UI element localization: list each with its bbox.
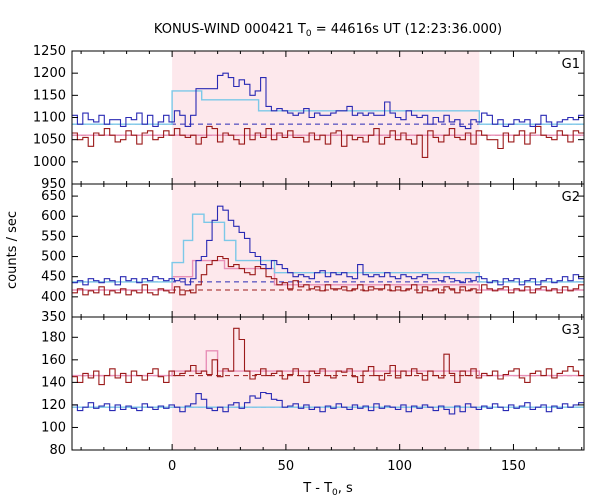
x-axis-label-rest: , s (338, 481, 353, 496)
y-tick-label: 1000 (33, 155, 66, 170)
panel-label: G3 (562, 323, 580, 338)
y-tick-label: 600 (41, 209, 66, 224)
x-axis-label-main: T - T (302, 481, 332, 496)
chart-title: KONUS-WIND 000421 T0 = 44616s UT (12:23:… (154, 22, 502, 39)
y-tick-label: 650 (41, 189, 66, 204)
y-tick-label: 550 (41, 229, 66, 244)
panel-frame (71, 316, 585, 451)
y-tick-label: 950 (41, 177, 66, 192)
chart-title-rest: = 44616s UT (12:23:36.000) (312, 22, 502, 37)
panel-g1: 950 1000 1050 1100 1150 1200 1250 G1 (33, 44, 585, 192)
series-blue (72, 391, 584, 415)
x-tick-label: 150 (501, 459, 526, 474)
panel-series (72, 205, 584, 296)
x-axis-label: T - T0, s (302, 481, 353, 498)
y-tick-label: 1200 (33, 66, 66, 81)
y-tick-label: 500 (41, 250, 66, 265)
y-tick-label: 1050 (33, 133, 66, 148)
y-tick-label: 1250 (33, 44, 66, 59)
x-tick-label: 50 (278, 459, 295, 474)
y-tick-label: 180 (41, 330, 66, 345)
y-tick-label: 1150 (33, 88, 66, 103)
series-red (72, 125, 584, 158)
y-tick-label: 160 (41, 353, 66, 368)
plot-area: 950100010501100115012001250G135040045050… (33, 44, 585, 474)
series-blue (72, 205, 584, 286)
panel-g2: 350 400 450 500 550 600 650 G2 (41, 183, 585, 325)
panel-label: G2 (562, 190, 580, 205)
panel-g3: 80 100 120 140 160 180 G3 (41, 316, 585, 458)
x-tick-label: 0 (168, 459, 176, 474)
series-red (72, 327, 584, 386)
panel-series (72, 327, 584, 415)
chart-title-main: KONUS-WIND 000421 T (154, 22, 306, 37)
x-axis-label-subscript: 0 (332, 488, 338, 498)
fit-line-blue (72, 90, 584, 125)
y-tick-label: 100 (41, 420, 66, 435)
y-axis-label: counts / sec (5, 211, 20, 289)
panel-series (72, 72, 584, 158)
y-tick-label: 120 (41, 398, 66, 413)
panel-label: G1 (562, 57, 580, 72)
chart-title-subscript: 0 (306, 29, 312, 39)
fit-line-blue (72, 213, 584, 283)
y-tick-label: 80 (49, 443, 66, 458)
series-blue (72, 72, 584, 130)
y-tick-label: 1100 (33, 111, 66, 126)
x-tick-label: 100 (387, 459, 412, 474)
y-tick-label: 400 (41, 290, 66, 305)
y-tick-label: 140 (41, 375, 66, 390)
y-tick-label: 450 (41, 270, 66, 285)
series-red (72, 255, 584, 296)
fit-line-red (72, 350, 584, 377)
y-tick-label: 350 (41, 310, 66, 325)
